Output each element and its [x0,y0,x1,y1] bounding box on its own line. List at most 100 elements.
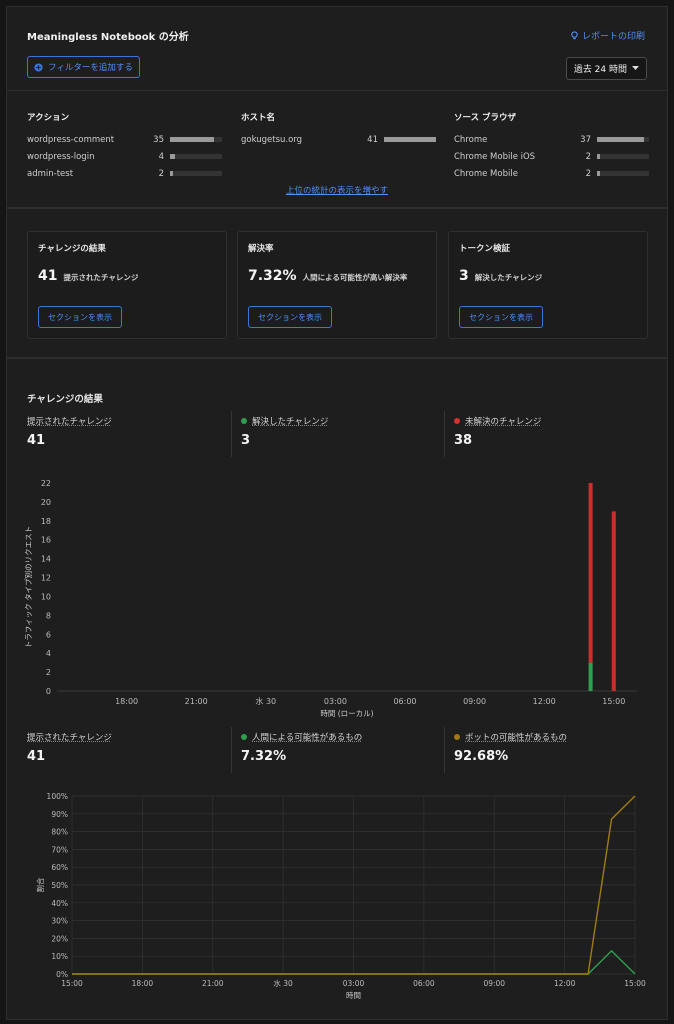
stats-row[interactable]: gokugetsu.org 41 [241,131,436,148]
stats-row[interactable]: wordpress-login 4 [27,148,222,165]
x-tick-label: 12:00 [533,697,556,706]
divider [231,727,232,773]
time-range-select[interactable]: 過去 24 時間 [565,57,647,80]
card-subtitle: 提示されたチャレンジ [63,273,139,282]
stats-row-count: 2 [158,168,164,179]
page-title: Meaningless Notebook の分析 [27,32,189,43]
stats-bar [170,137,222,142]
kpi-label: 提示されたチャレンジ [27,731,112,743]
stats-bar [597,154,649,159]
y-tick-label: 90% [51,810,68,819]
stats-row-name: Chrome Mobile iOS [454,151,536,162]
x-tick-label: 21:00 [202,979,224,988]
kpi-likely-human[interactable]: 人間による可能性があるもの 7.32% [241,731,362,771]
stats-row-count: 2 [585,151,591,162]
x-tick-label: 21:00 [185,697,208,706]
stats-row-name: gokugetsu.org [241,134,303,145]
card-title: 解決率 [248,244,274,254]
y-tick-label: 0 [46,687,51,696]
kpi-label-text: 提示されたチャレンジ [27,733,112,743]
series-line [72,795,636,975]
y-tick-label: 0% [56,970,68,979]
legend-dot-icon [454,734,460,740]
stats-column-actions: アクション wordpress-comment 35 wordpress-log… [27,111,222,182]
stats-bar [170,171,222,176]
divider [444,411,445,457]
legend-dot-icon [241,418,247,424]
kpi-label-text: 人間による可能性があるもの [252,733,363,743]
kpi-label: 解決したチャレンジ [241,415,328,427]
kpi-value: 3 [241,433,251,448]
y-tick-label: 10 [41,592,51,601]
lightbulb-icon [571,31,578,40]
x-tick-label: 03:00 [324,697,347,706]
stats-bar [384,137,436,142]
y-tick-label: 30% [51,917,68,926]
y-tick-label: 50% [51,881,68,890]
x-tick-label: 水 30 [255,696,276,706]
stats-row[interactable]: Chrome Mobile 2 [454,165,649,182]
kpi-challenges-unsolved[interactable]: 未解決のチャレンジ 38 [454,415,541,455]
x-axis-label: 時間 (ローカル) [320,709,373,718]
kpi-likely-bot[interactable]: ボットの可能性があるもの 92.68% [454,731,567,771]
stats-column-title: ソース ブラウザ [454,113,517,123]
print-report-link[interactable]: レポートの印刷 [570,29,645,42]
stats-column-title: ホスト名 [241,113,276,123]
y-tick-label: 2 [46,668,51,677]
kpi-value: 92.68% [454,749,509,764]
kpi-label-text: 未解決のチャレンジ [465,417,542,427]
show-more-stats-link[interactable]: 上位の統計の表示を増やす [7,184,667,196]
stats-row-count: 4 [158,151,164,162]
stats-row[interactable]: wordpress-comment 35 [27,131,222,148]
legend-dot-icon [241,734,247,740]
kpi-value: 38 [454,433,473,448]
stats-row[interactable]: admin-test 2 [27,165,222,182]
x-tick-label: 06:00 [393,697,416,706]
card-title: トークン検証 [459,244,511,254]
y-tick-label: 18 [41,517,51,526]
view-section-button[interactable]: セクションを表示 [38,306,122,328]
stats-column-browsers: ソース ブラウザ Chrome 37 Chrome Mobile iOS 2 C… [454,111,649,182]
kpi-challenges-solved[interactable]: 解決したチャレンジ 3 [241,415,328,455]
y-tick-label: 12 [41,574,51,583]
view-section-button[interactable]: セクションを表示 [248,306,332,328]
view-section-button[interactable]: セクションを表示 [459,306,543,328]
card-value: 41 [38,268,58,284]
kpi-value: 41 [27,433,46,448]
card-subtitle: 人間による可能性が高い解決率 [302,273,408,282]
y-tick-label: 4 [46,649,51,658]
x-tick-label: 15:00 [602,697,625,706]
challenge-results-panel: チャレンジの結果 提示されたチャレンジ 41 解決したチャレンジ 3 未解決のチ… [6,358,668,1020]
kpi-challenges-issued-2[interactable]: 提示されたチャレンジ 41 [27,731,112,771]
kpi-label-text: 提示されたチャレンジ [27,417,112,427]
stats-row[interactable]: Chrome 37 [454,131,649,148]
kpi-value: 41 [27,749,46,764]
bar-unsolved [611,511,616,691]
x-tick-label: 09:00 [483,979,505,988]
stats-row-count: 41 [367,134,378,145]
time-range-value: 過去 24 時間 [573,65,627,75]
stats-row-count: 37 [580,134,591,145]
stats-column-hostnames: ホスト名 gokugetsu.org 41 [241,111,436,148]
y-tick-label: 70% [51,845,68,854]
stats-bar [597,137,649,142]
kpi-value: 7.32% [241,749,287,764]
x-tick-label: 15:00 [624,979,646,988]
add-filter-button[interactable]: フィルターを追加する [27,56,140,78]
x-tick-label: 03:00 [343,979,365,988]
summary-cards-panel: チャレンジの結果 41 提示されたチャレンジ セクションを表示 解決率 7.32%… [6,208,668,358]
stats-row-count: 2 [585,168,591,179]
card-solve-rate: 解決率 7.32% 人間による可能性が高い解決率 セクションを表示 [237,231,437,339]
y-tick-label: 6 [46,630,51,639]
bar-solved [588,662,593,691]
kpi-challenges-issued[interactable]: 提示されたチャレンジ 41 [27,415,112,455]
y-tick-label: 80% [51,828,68,837]
y-tick-label: 14 [41,555,51,564]
stats-bar [170,154,222,159]
section-title: チャレンジの結果 [27,394,103,405]
kpi-label: ボットの可能性があるもの [454,731,567,743]
x-tick-label: 06:00 [413,979,435,988]
x-tick-label: 18:00 [132,979,154,988]
x-tick-label: 18:00 [115,697,138,706]
stats-row[interactable]: Chrome Mobile iOS 2 [454,148,649,165]
